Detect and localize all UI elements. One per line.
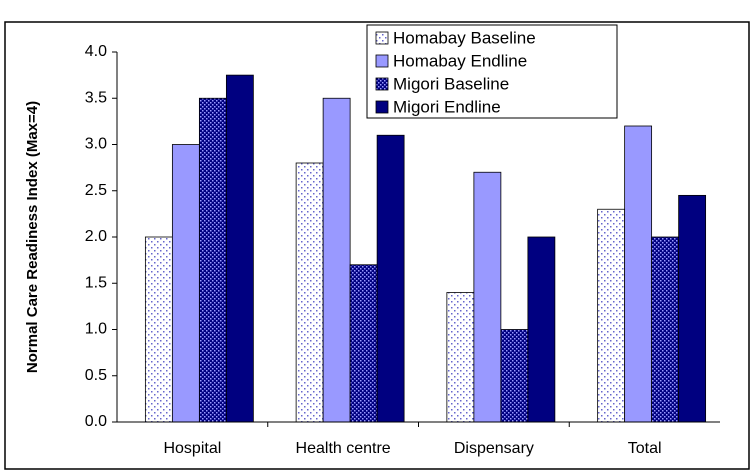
bar — [597, 208, 626, 423]
bar — [376, 134, 405, 423]
y-tick-label: 3.0 — [85, 136, 107, 153]
bar — [473, 171, 502, 423]
bar — [225, 74, 254, 423]
bar — [295, 162, 324, 423]
legend-label: Migori Endline — [393, 97, 501, 116]
bar — [198, 97, 227, 423]
x-tick-label: Hospital — [163, 440, 221, 457]
frame — [4, 21, 750, 470]
y-tick-label: 3.5 — [85, 89, 107, 106]
y-tick-label: 2.0 — [85, 228, 107, 245]
x-tick-label: Dispensary — [454, 440, 534, 457]
x-tick-label: Health centre — [296, 440, 391, 457]
bar — [527, 236, 556, 423]
legend-label: Migori Baseline — [393, 74, 509, 93]
legend-label: Homabay Endline — [393, 51, 527, 70]
legend-swatch — [375, 54, 389, 68]
y-tick-label: 2.5 — [85, 182, 107, 199]
bar — [500, 329, 529, 423]
bar — [624, 125, 653, 423]
legend-box — [366, 24, 618, 119]
legend-swatch — [375, 31, 389, 45]
bar — [322, 97, 351, 423]
legend-swatch — [375, 77, 389, 91]
bar — [144, 236, 173, 423]
y-tick-label: 1.0 — [85, 321, 107, 338]
legend-label: Homabay Baseline — [393, 28, 536, 47]
y-axis-label: Normal Care Readiness Index (Max=4) — [24, 101, 41, 373]
bar — [651, 236, 680, 423]
bar — [446, 292, 475, 423]
legend-swatch — [375, 100, 389, 114]
bar — [678, 194, 707, 423]
x-tick-label: Total — [628, 440, 662, 457]
bar — [349, 264, 378, 423]
y-tick-label: 0.5 — [85, 367, 107, 384]
bar — [171, 144, 200, 423]
y-tick-label: 4.0 — [85, 43, 107, 60]
y-tick-label: 0.0 — [85, 413, 107, 430]
y-tick-label: 1.5 — [85, 274, 107, 291]
